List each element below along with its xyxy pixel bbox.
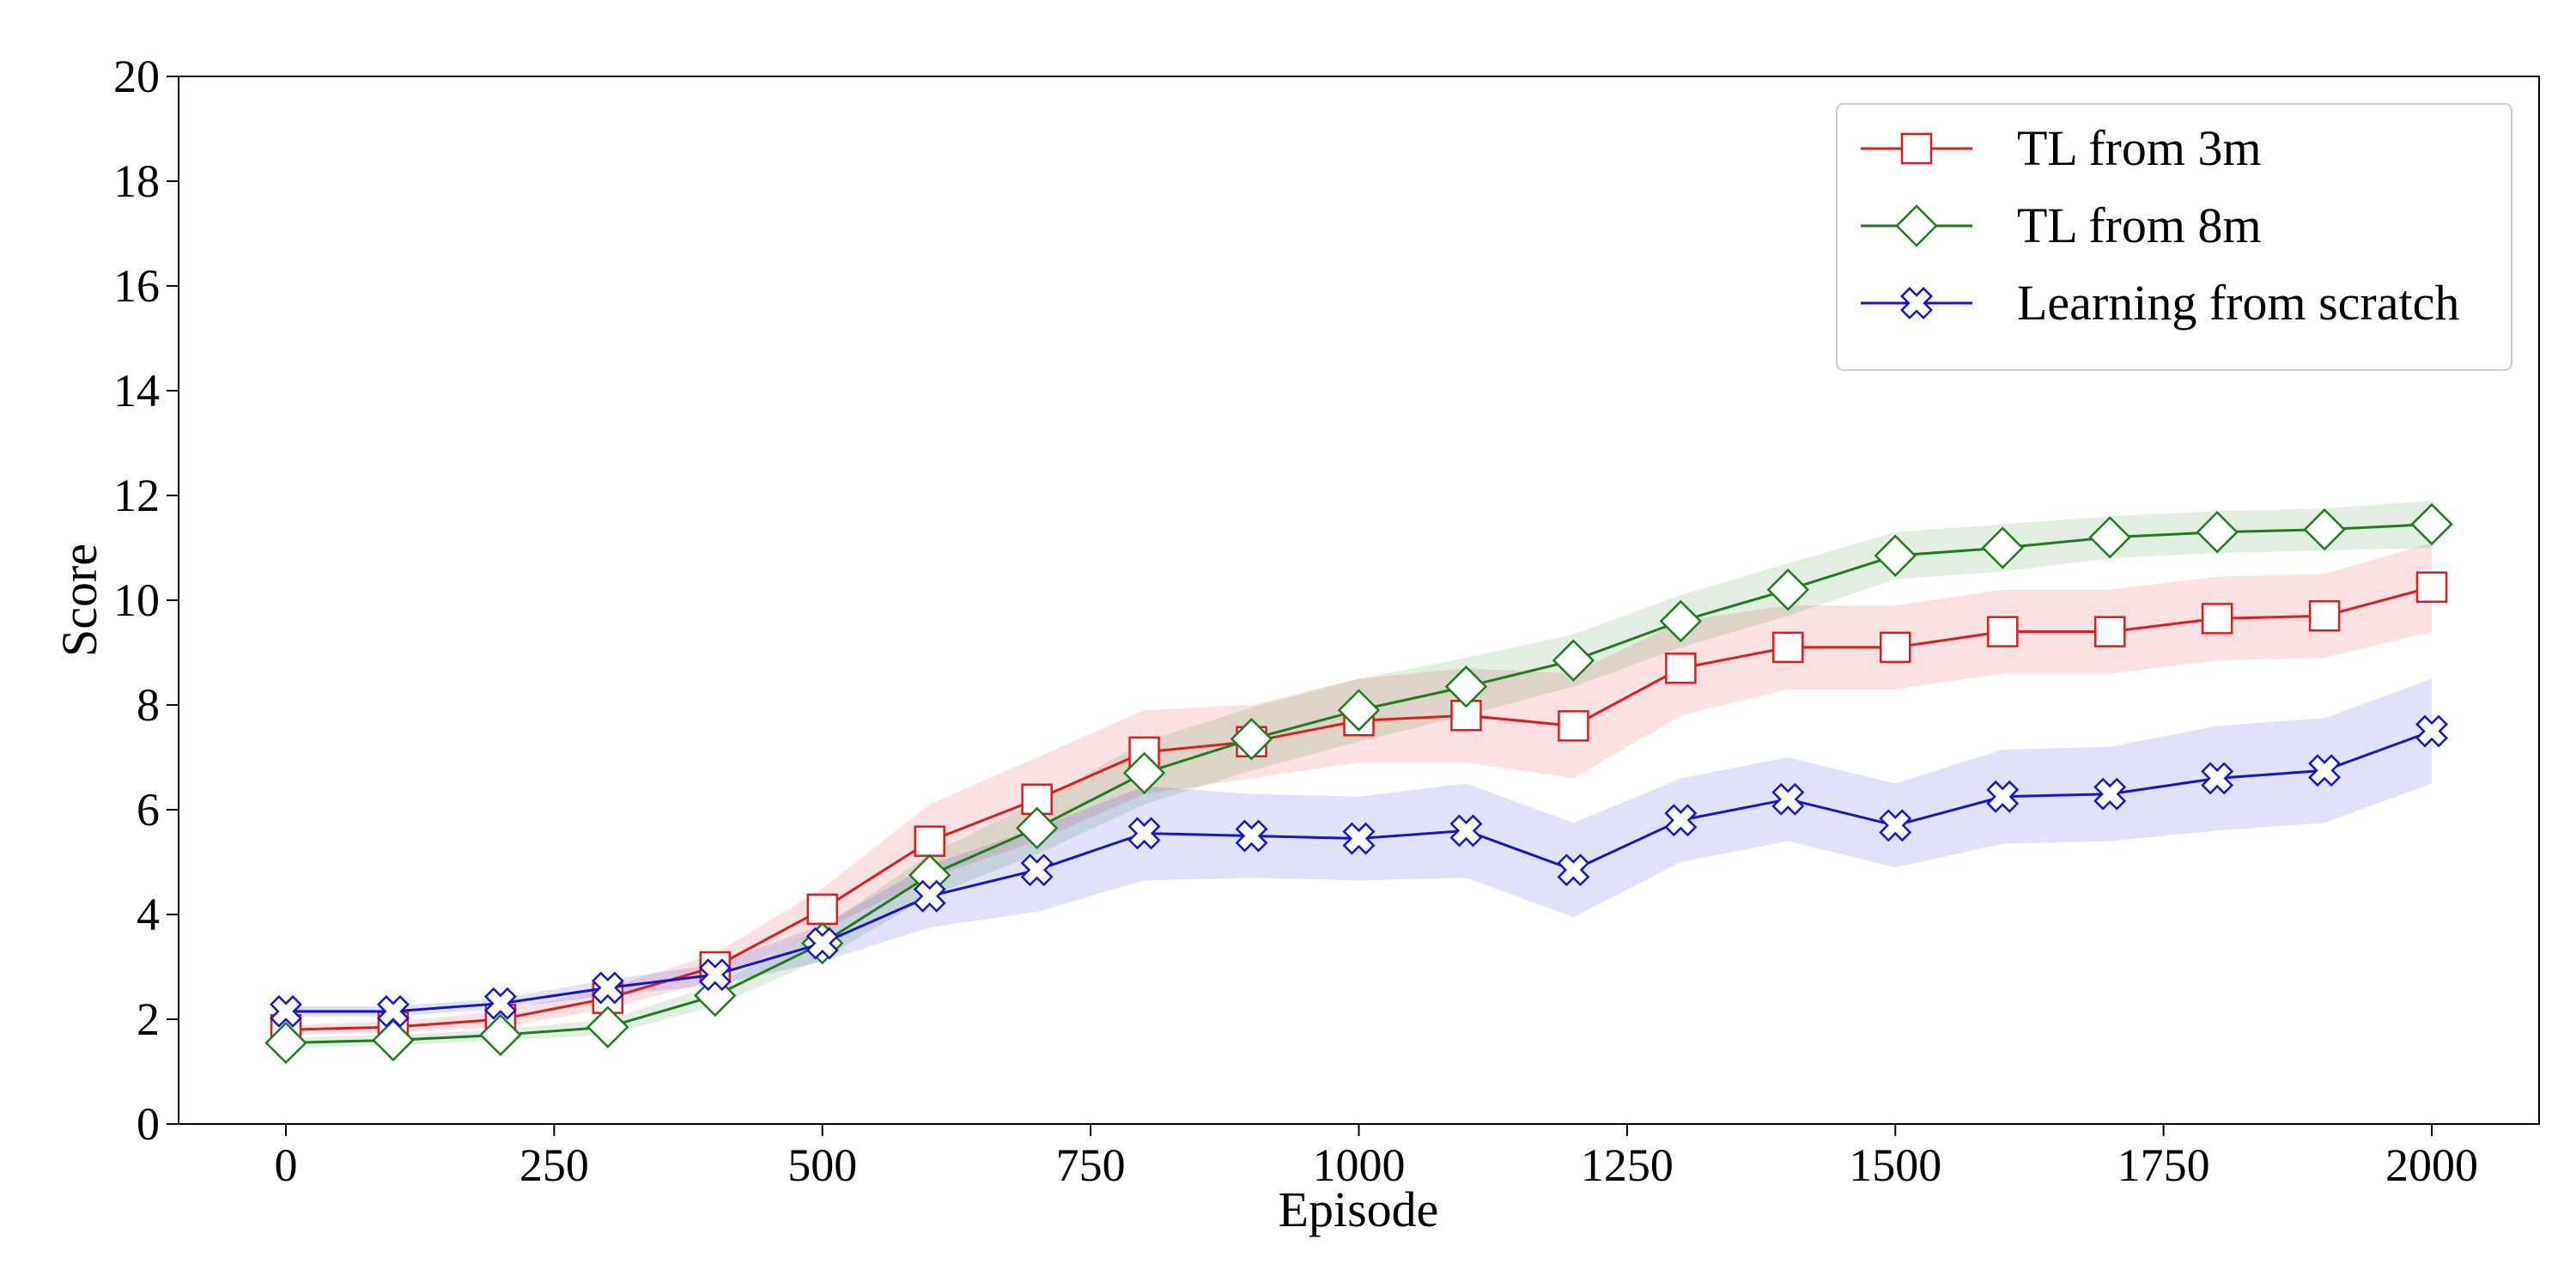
marker <box>2088 516 2131 559</box>
marker <box>1230 717 1273 761</box>
marker <box>2196 510 2239 554</box>
y-tick-label: 20 <box>113 51 160 102</box>
marker <box>1020 854 1054 887</box>
legend-marker <box>1900 287 1933 319</box>
marker <box>698 958 732 992</box>
legend-box <box>1836 103 2512 371</box>
y-tick-label: 6 <box>137 784 160 835</box>
legend-label: TL from 8m <box>2017 197 2262 253</box>
legend-marker <box>1895 204 1938 247</box>
marker <box>1552 639 1595 682</box>
marker <box>479 1013 522 1057</box>
y-tick-label: 14 <box>113 365 160 416</box>
plot-frame <box>178 76 2540 1125</box>
marker <box>1015 806 1059 850</box>
x-tick-label: 1250 <box>1581 1139 1674 1191</box>
marker <box>591 971 624 1005</box>
marker <box>2415 714 2449 748</box>
marker <box>2303 507 2346 551</box>
marker <box>2410 502 2453 546</box>
x-tick-label: 750 <box>1056 1139 1126 1191</box>
marker <box>372 1018 415 1062</box>
marker <box>1558 710 1589 742</box>
marker <box>2415 571 2448 603</box>
marker <box>1874 534 1917 577</box>
marker <box>1449 814 1483 848</box>
marker <box>376 994 410 1028</box>
marker <box>483 987 517 1020</box>
marker <box>914 825 945 857</box>
x-tick-label: 1500 <box>1849 1139 1941 1191</box>
marker <box>806 893 838 926</box>
x-tick-label: 250 <box>519 1139 589 1191</box>
x-tick-label: 2000 <box>2385 1139 2478 1191</box>
marker <box>264 1021 307 1065</box>
marker <box>1880 631 1911 664</box>
marker <box>2308 600 2341 632</box>
marker <box>1879 809 1912 842</box>
marker <box>1659 599 1703 643</box>
marker <box>1235 819 1268 853</box>
marker <box>1772 631 1804 664</box>
y-tick-label: 10 <box>113 574 160 626</box>
marker <box>1021 783 1053 816</box>
y-tick-label: 16 <box>113 260 160 312</box>
x-tick-label: 1000 <box>1313 1139 1406 1191</box>
y-tick-label: 0 <box>137 1098 160 1150</box>
marker <box>586 1005 629 1048</box>
marker <box>1981 526 2024 569</box>
marker <box>2093 616 2126 647</box>
marker <box>1771 782 1805 816</box>
marker <box>269 994 302 1028</box>
marker <box>1986 780 2020 813</box>
marker <box>2308 754 2342 787</box>
marker <box>1444 665 1488 708</box>
marker <box>2201 762 2234 795</box>
y-tick-label: 12 <box>113 470 160 521</box>
x-tick-label: 1750 <box>2117 1139 2210 1191</box>
marker <box>1986 616 2019 647</box>
marker <box>1766 568 1810 611</box>
x-tick-label: 0 <box>274 1139 297 1191</box>
legend-label: TL from 3m <box>2017 120 2262 176</box>
y-tick-label: 2 <box>137 993 160 1045</box>
legend-marker <box>1900 132 1933 165</box>
y-axis-label: Score <box>52 544 107 657</box>
legend-label: Learning from scratch <box>2017 275 2459 331</box>
y-tick-label: 18 <box>113 155 160 207</box>
marker <box>1127 817 1161 850</box>
marker <box>1122 751 1166 795</box>
marker <box>1342 822 1376 855</box>
y-tick-label: 8 <box>137 679 160 731</box>
marker <box>1665 653 1697 684</box>
marker <box>1557 854 1590 887</box>
marker <box>913 879 946 913</box>
marker <box>1664 804 1698 837</box>
x-axis-label: Episode <box>1279 1182 1439 1237</box>
x-tick-label: 500 <box>787 1139 857 1191</box>
marker <box>2201 603 2233 635</box>
marker <box>2093 777 2127 811</box>
y-tick-label: 4 <box>137 889 160 940</box>
marker <box>1337 689 1381 732</box>
marker <box>805 927 839 960</box>
